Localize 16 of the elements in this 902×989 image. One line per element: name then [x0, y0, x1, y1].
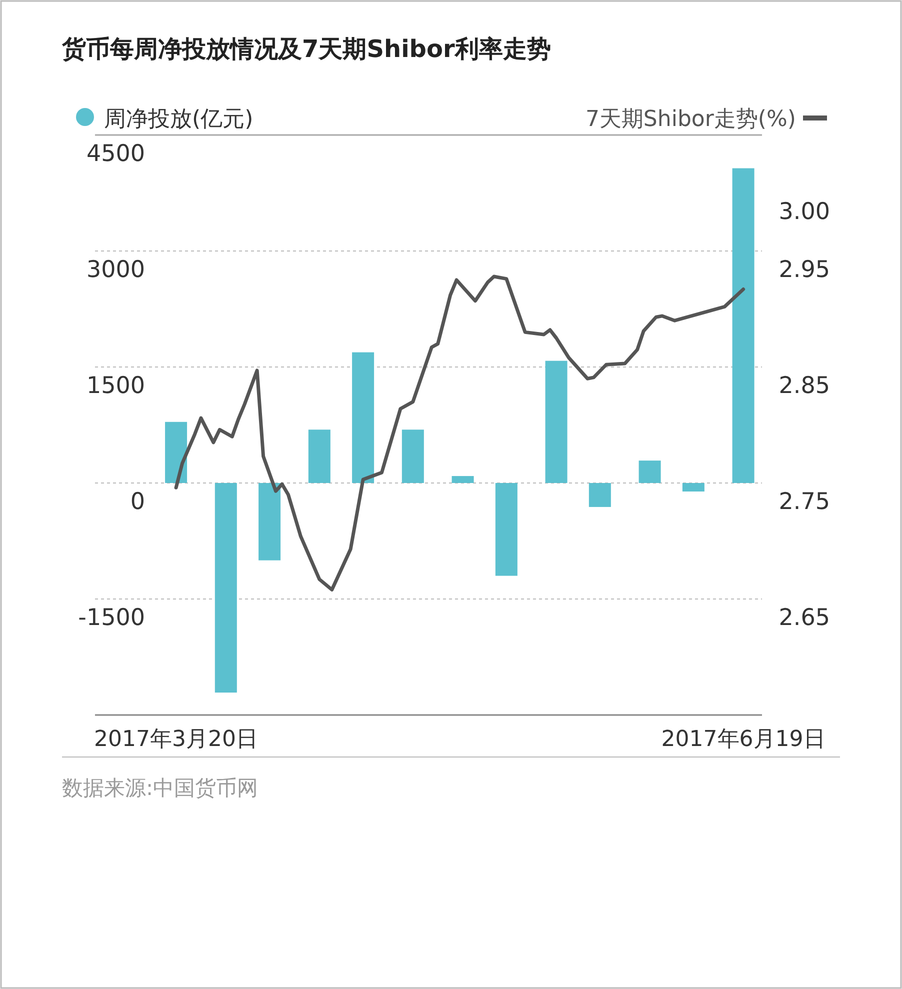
y-tick-label: 4500 — [86, 141, 145, 167]
legend-label: 周净投放(亿元) — [104, 107, 254, 132]
y2-tick-label: 2.85 — [778, 373, 830, 399]
y-tick-label: 1500 — [86, 373, 145, 399]
y2-tick-label: 2.75 — [778, 489, 830, 515]
text: 7天期Shibor走势(%) — [585, 107, 796, 132]
y2-tick-label: 3.00 — [778, 199, 830, 225]
y-tick-label: 3000 — [86, 257, 145, 283]
y-tick-label: 0 — [130, 489, 145, 515]
x-tick-label: 2017年6月19日 — [661, 727, 826, 752]
y-tick-label: -1500 — [78, 605, 145, 631]
chart-title: 货币每周净投放情况及7天期Shibor利率走势 — [61, 35, 551, 63]
y2-tick-label: 2.95 — [778, 257, 830, 283]
x-tick-label: 2017年3月20日 — [94, 727, 258, 752]
y2-tick-label: 2.65 — [778, 605, 830, 631]
source-note: 数据来源:中国货币网 — [62, 776, 258, 800]
